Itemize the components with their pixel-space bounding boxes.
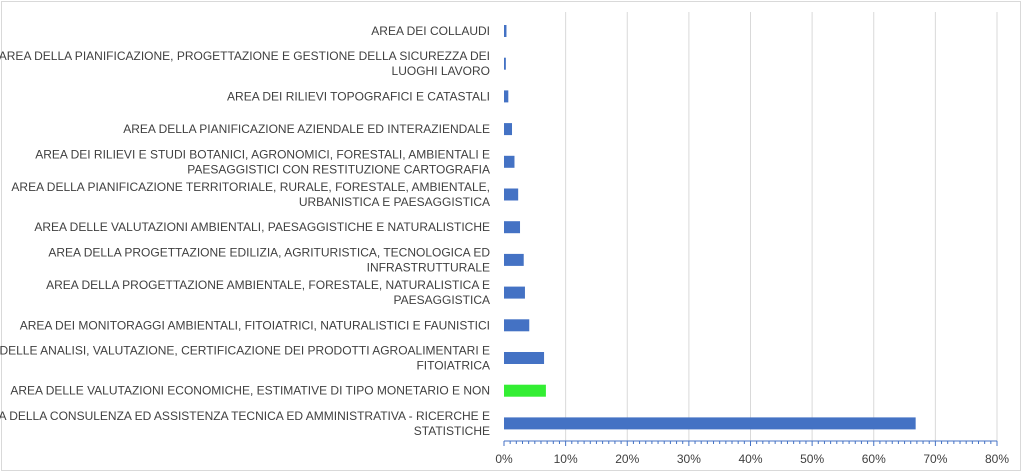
category-label: LUOGHI LAVORO (392, 64, 490, 78)
category-label: URBANISTICA E PAESAGGISTICA (299, 195, 490, 209)
category-label: AREA DEI COLLAUDI (371, 24, 490, 38)
x-tick-label: 10% (554, 452, 578, 466)
category-label: AREA DELLE VALUTAZIONI AMBIENTALI, PAESA… (34, 220, 490, 234)
bar (504, 155, 515, 168)
x-tick-label: 20% (615, 452, 639, 466)
bars (504, 25, 916, 430)
category-label: AREA DELLA PROGETTAZIONE AMBIENTALE, FOR… (46, 278, 490, 292)
bar (504, 253, 524, 266)
category-label: AREA DELLA PIANIFICAZIONE, PROGETTAZIONE… (0, 49, 490, 63)
category-label: FITOIATRICA (416, 359, 490, 373)
category-label: AREA DEI RILIEVI E STUDI BOTANICI, AGRON… (35, 147, 490, 161)
category-labels: AREA DEI COLLAUDI AREA DELLA PIANIFICAZIO… (0, 24, 490, 438)
category-label: AREA DELLA PROGETTAZIONE EDILIZIA, AGRIT… (48, 245, 490, 259)
category-label: AREA DELLE ANALISI, VALUTAZIONE, CERTIFI… (0, 344, 490, 358)
category-label: STATISTICHE (414, 424, 490, 438)
category-label: INFRASTRUTTURALE (367, 260, 490, 274)
category-label: AREA DELLA CONSULENZA ED ASSISTENZA TECN… (0, 409, 490, 423)
bar (504, 384, 546, 397)
gridlines (565, 12, 998, 441)
category-label: AREA DELLA PIANIFICAZIONE AZIENDALE ED I… (123, 122, 490, 136)
bar (504, 123, 513, 136)
x-tick-labels: 0% 10% 20% 30% 40% 50% 60% 70% 80% (495, 452, 1009, 466)
x-tick-label: 80% (985, 452, 1009, 466)
bar (504, 417, 916, 430)
bar (504, 90, 509, 103)
bar (504, 352, 545, 364)
bar (504, 188, 519, 201)
x-tick-label: 30% (677, 452, 701, 466)
x-tick-label: 0% (495, 452, 513, 466)
category-label: PAESAGGISTICI CON RESTITUZIONE CARTOGRAF… (187, 162, 490, 176)
bar (504, 25, 507, 37)
category-label: AREA DEI RILIEVI TOPOGRAFICI E CATASTALI (227, 89, 490, 103)
bar (504, 221, 521, 234)
x-tick-label: 40% (738, 452, 762, 466)
category-label: AREA DEI MONITORAGGI AMBIENTALI, FITOIAT… (20, 318, 490, 332)
category-label: PAESAGGISTICA (394, 293, 490, 307)
x-tick-label: 50% (800, 452, 824, 466)
bar (504, 319, 530, 332)
bar (504, 286, 525, 299)
x-tick-label: 60% (862, 452, 886, 466)
x-axis (503, 440, 998, 446)
x-tick-label: 70% (923, 452, 947, 466)
bar (504, 57, 506, 70)
category-label: AREA DELLE VALUTAZIONI ECONOMICHE, ESTIM… (10, 384, 490, 398)
category-label: AREA DELLA PIANIFICAZIONE TERRITORIALE, … (11, 180, 490, 194)
